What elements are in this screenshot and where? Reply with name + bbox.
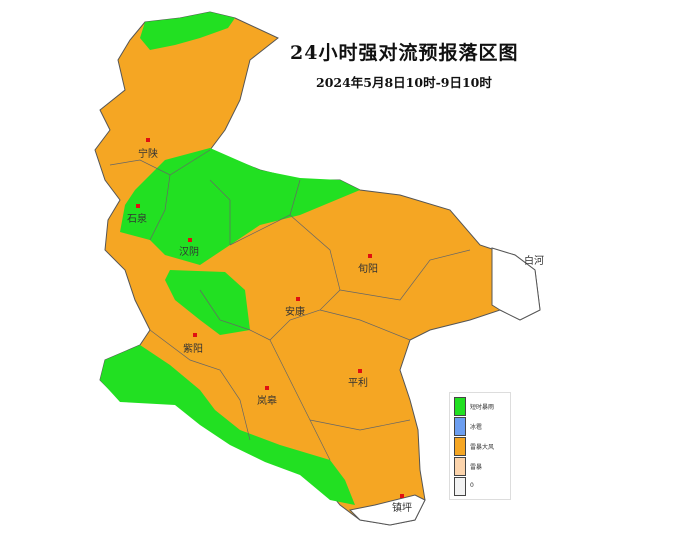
city-label: 石泉: [127, 214, 147, 225]
city-marker: [400, 494, 404, 498]
city-label: 岚皋: [257, 396, 277, 407]
city-label: 平利: [348, 378, 368, 389]
city-marker: [368, 254, 372, 258]
city-label: 宁陕: [138, 149, 158, 160]
city-marker: [265, 386, 269, 390]
legend-swatch: [454, 417, 466, 436]
city-marker: [358, 369, 362, 373]
region-green-ziyang: [165, 270, 250, 335]
legend-item: 雷暴: [454, 457, 510, 477]
city-label: 旬阳: [358, 264, 378, 275]
city-label: 汉阴: [179, 247, 199, 258]
legend-label: 0: [470, 482, 474, 489]
county-borders: [109, 149, 471, 461]
legend-item: 0: [454, 477, 510, 497]
legend-label: 短时暴雨: [470, 404, 495, 411]
region-white-baihe: [491, 247, 541, 321]
legend: 短时暴雨 冰雹 雷暴大风 雷暴 0: [449, 392, 511, 500]
legend-swatch: [454, 457, 466, 476]
city-marker: [136, 204, 140, 208]
city-label: 镇坪: [392, 503, 412, 514]
legend-item: 冰雹: [454, 417, 510, 437]
region-green-central: [120, 148, 360, 265]
region-white-zhenping: [348, 494, 426, 526]
city-marker: [296, 297, 300, 301]
legend-item: 雷暴大风: [454, 437, 510, 457]
region-green-north: [140, 12, 235, 50]
legend-swatch: [454, 397, 466, 416]
legend-item: 短时暴雨: [454, 397, 510, 417]
legend-swatch: [454, 437, 466, 456]
city-marker: [193, 333, 197, 337]
region-green-south: [100, 345, 355, 505]
legend-swatch: [454, 477, 466, 496]
legend-label: 冰雹: [470, 424, 483, 431]
legend-label: 雷暴大风: [470, 444, 495, 451]
city-marker: [146, 138, 150, 142]
map-title: 24小时强对流预报落区图: [290, 42, 519, 64]
map-subtitle: 2024年5月8日10时-9日10时: [316, 75, 492, 90]
city-marker: [188, 238, 192, 242]
city-label: 紫阳: [183, 344, 203, 355]
city-label: 白河: [524, 256, 544, 267]
legend-label: 雷暴: [470, 464, 483, 471]
city-label: 安康: [285, 307, 305, 318]
